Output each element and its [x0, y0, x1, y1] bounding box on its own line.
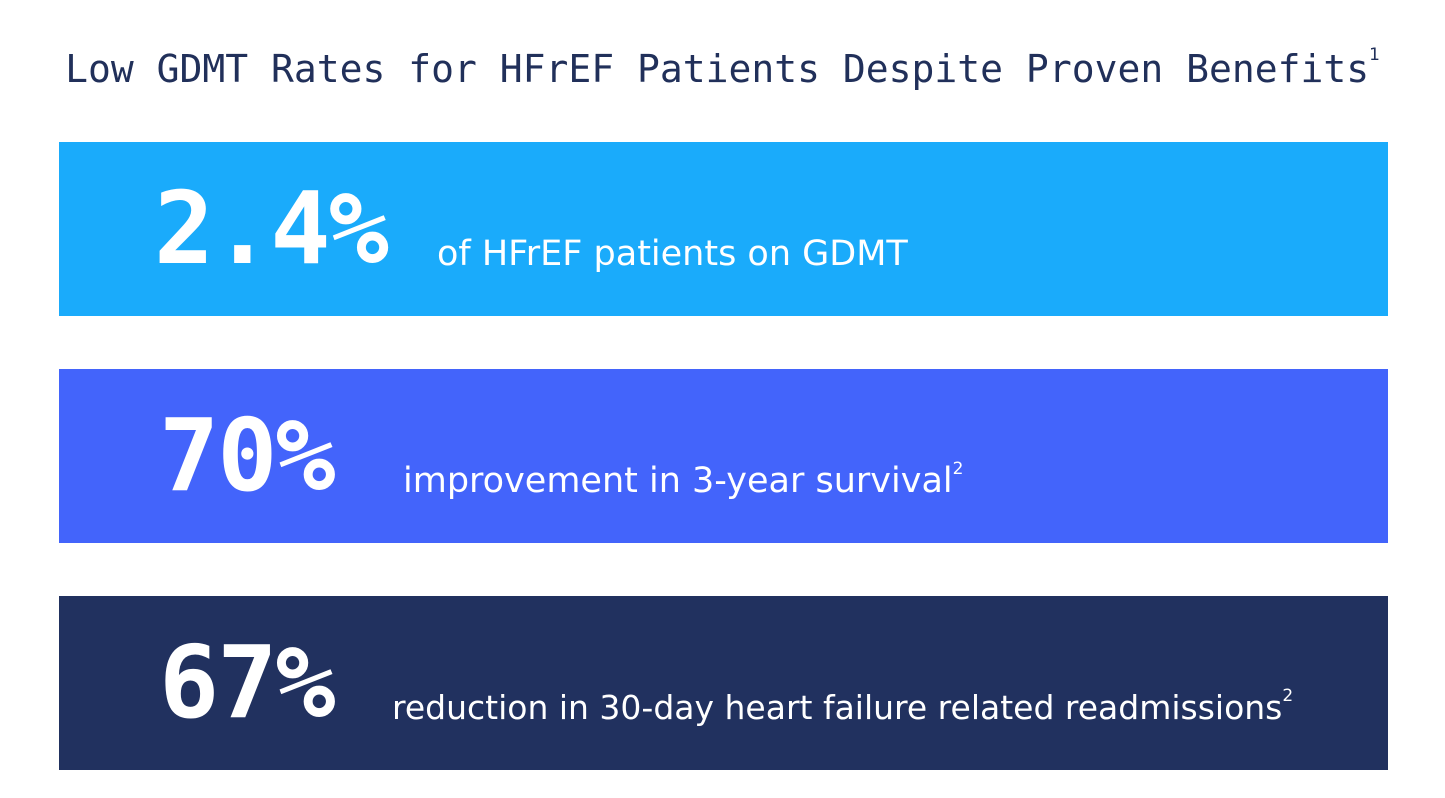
stat-card-gdmt-rate: 2.4% of HFrEF patients on GDMT: [59, 142, 1388, 316]
title-footnote-marker: 1: [1369, 45, 1380, 65]
stat-value: 67%: [159, 624, 336, 741]
stat-label-text: of HFrEF patients on GDMT: [437, 234, 908, 274]
stat-card-readmission-reduction: 67% reduction in 30-day heart failure re…: [59, 596, 1388, 770]
stat-label: reduction in 30-day heart failure relate…: [392, 686, 1293, 730]
stat-label: of HFrEF patients on GDMT: [437, 232, 908, 276]
stat-label: improvement in 3-year survival2: [403, 459, 963, 503]
page-title-text: Low GDMT Rates for HFrEF Patients Despit…: [65, 47, 1370, 91]
page-title: Low GDMT Rates for HFrEF Patients Despit…: [0, 44, 1445, 94]
stat-value: 70%: [159, 397, 336, 514]
stat-label-text: improvement in 3-year survival: [403, 461, 953, 501]
stat-label-text: reduction in 30-day heart failure relate…: [392, 688, 1283, 727]
stat-footnote-marker: 2: [952, 459, 964, 479]
stat-footnote-marker: 2: [1282, 686, 1294, 706]
stat-card-survival-improvement: 70% improvement in 3-year survival2: [59, 369, 1388, 543]
stat-value: 2.4%: [154, 170, 389, 287]
